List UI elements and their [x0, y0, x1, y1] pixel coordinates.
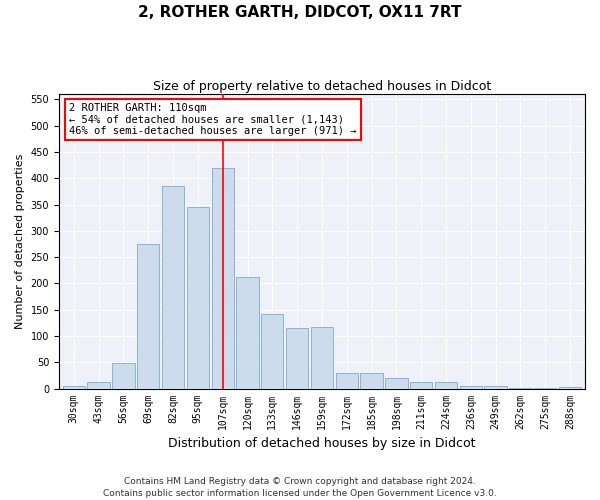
Bar: [212, 168, 234, 388]
Bar: [435, 382, 457, 388]
Bar: [261, 314, 283, 388]
Bar: [311, 327, 333, 388]
Bar: [236, 277, 259, 388]
Bar: [361, 373, 383, 388]
Y-axis label: Number of detached properties: Number of detached properties: [15, 154, 25, 329]
Bar: [335, 373, 358, 388]
Bar: [88, 382, 110, 388]
X-axis label: Distribution of detached houses by size in Didcot: Distribution of detached houses by size …: [168, 437, 476, 450]
Bar: [286, 328, 308, 388]
Bar: [410, 382, 433, 388]
Text: 2, ROTHER GARTH, DIDCOT, OX11 7RT: 2, ROTHER GARTH, DIDCOT, OX11 7RT: [138, 5, 462, 20]
Text: 2 ROTHER GARTH: 110sqm
← 54% of detached houses are smaller (1,143)
46% of semi-: 2 ROTHER GARTH: 110sqm ← 54% of detached…: [70, 103, 357, 136]
Bar: [484, 386, 507, 388]
Bar: [62, 386, 85, 388]
Bar: [137, 244, 160, 388]
Bar: [112, 364, 134, 388]
Bar: [385, 378, 407, 388]
Title: Size of property relative to detached houses in Didcot: Size of property relative to detached ho…: [153, 80, 491, 93]
Text: Contains HM Land Registry data © Crown copyright and database right 2024.
Contai: Contains HM Land Registry data © Crown c…: [103, 476, 497, 498]
Bar: [162, 186, 184, 388]
Bar: [187, 207, 209, 388]
Bar: [559, 387, 581, 388]
Bar: [460, 386, 482, 388]
